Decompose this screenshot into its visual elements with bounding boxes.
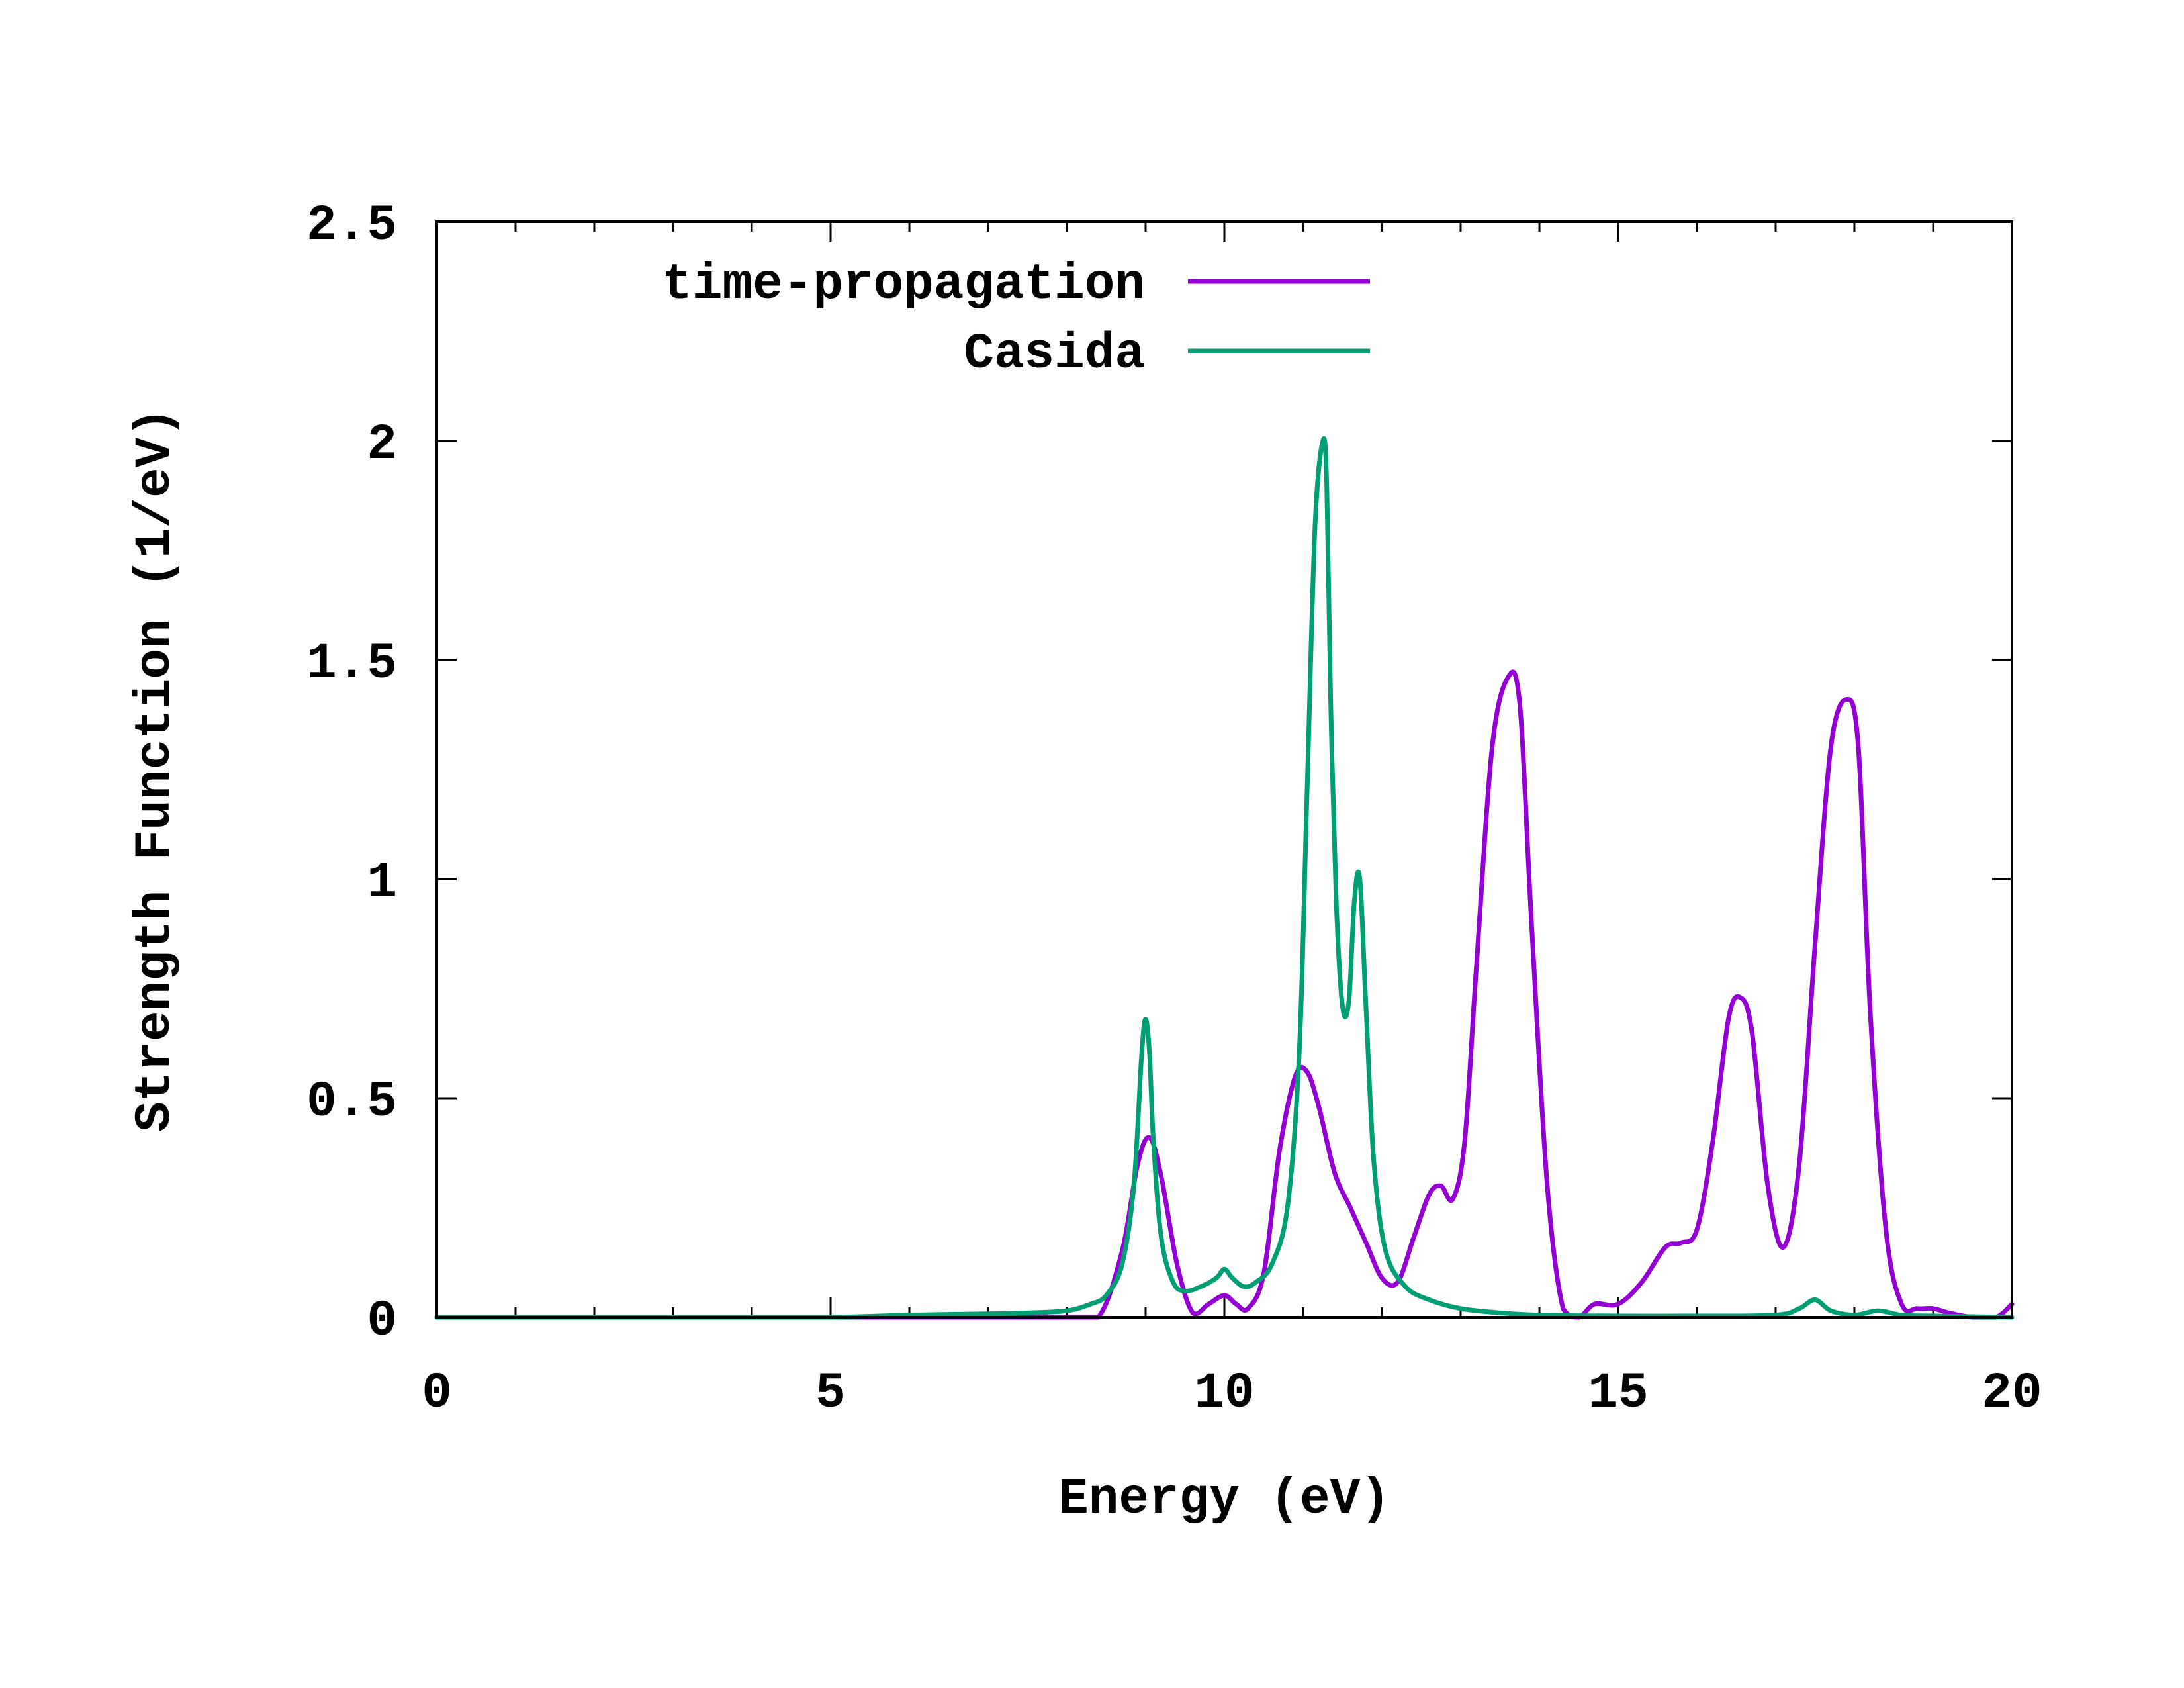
x-tick-label: 5 [815,1365,846,1422]
x-tick-label: 10 [1194,1365,1254,1422]
x-tick-label: 20 [1981,1365,2042,1422]
legend-label: time-propagation [662,256,1145,313]
x-tick-label: 15 [1588,1365,1648,1422]
y-tick-label: 0.5 [306,1074,397,1131]
legend: time-propagation Casida [662,256,1370,383]
series-line-casida [434,436,2015,1320]
y-tick-label: 1.5 [306,635,397,692]
y-axis-title: Strength Function (1/eV) [127,407,184,1132]
x-tick-label: 0 [422,1365,452,1422]
y-axis-ticks: 0 0.5 1 1.5 2 2.5 [306,197,2012,1350]
x-axis-title: Energy (eV) [1058,1471,1390,1528]
x-axis-ticks: 0 5 10 15 20 [422,222,2042,1422]
plot-frame [435,220,2013,1319]
legend-label: Casida [964,326,1145,383]
y-tick-label: 2.5 [306,197,397,254]
y-tick-label: 1 [367,855,397,912]
series-layer [434,436,2015,1320]
y-tick-label: 2 [367,416,397,473]
y-tick-label: 0 [367,1293,397,1350]
